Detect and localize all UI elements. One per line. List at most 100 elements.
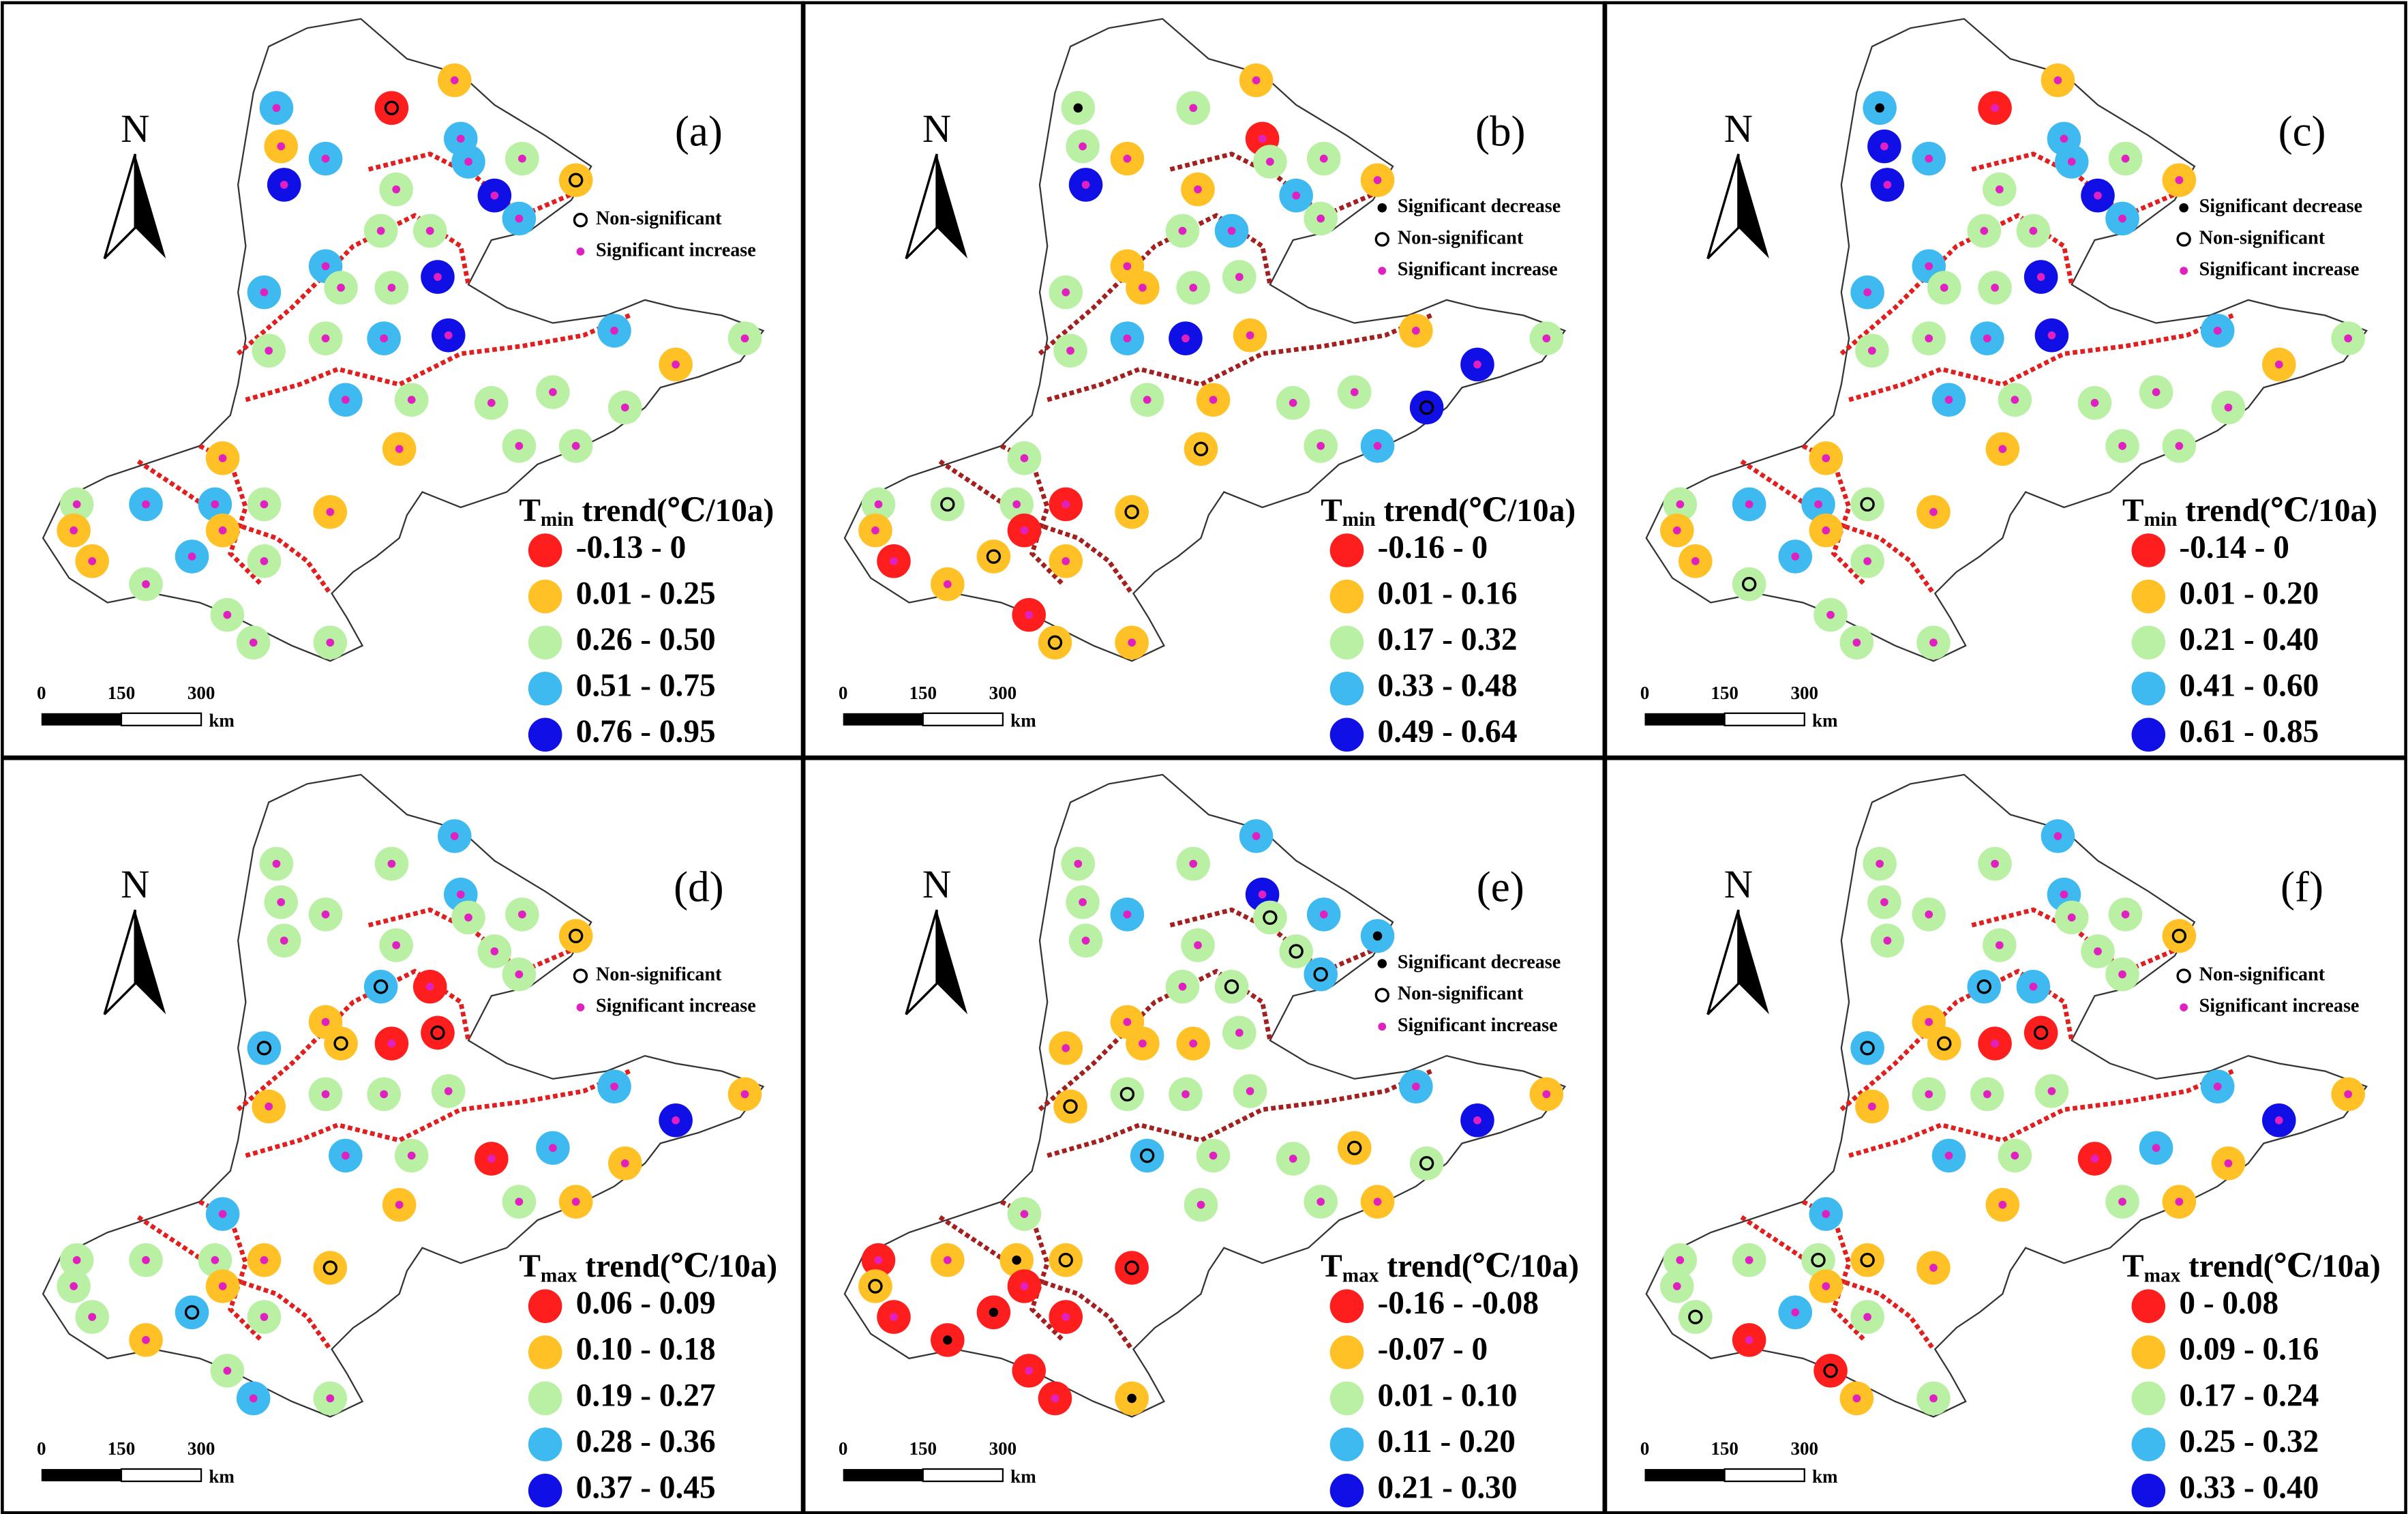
- sig-increase-dot: [1128, 638, 1136, 647]
- panel-label: (f): [2281, 863, 2323, 911]
- non-sig-ring: [1419, 400, 1434, 415]
- sig-increase-dot: [395, 445, 404, 454]
- legend-item: -0.13 - 0: [576, 530, 687, 565]
- panel: N (e) Significant decrease Non-significant S…: [802, 756, 1606, 1514]
- sig-label: Significant increase: [1398, 259, 1558, 280]
- sig-increase-dot: [2047, 1087, 2056, 1095]
- non-sig-ring: [1193, 441, 1209, 457]
- sig-increase-dot: [1252, 76, 1261, 85]
- sig-increase-dot: [487, 1155, 496, 1163]
- sig-increase-dot: [1944, 396, 1953, 404]
- legend-swatch: [1329, 717, 1364, 752]
- sig-key: [1377, 959, 1387, 968]
- legend-swatch: [528, 625, 562, 659]
- legend-item: 0.01 - 0.10: [1378, 1378, 1518, 1413]
- station: [558, 163, 593, 197]
- sig-increase-dot: [2152, 1144, 2161, 1153]
- north-arrow: [1738, 153, 1769, 259]
- sig-increase-dot: [1189, 283, 1198, 292]
- sig-increase-dot: [2213, 1082, 2222, 1091]
- non-sig-ring: [2033, 1025, 2049, 1041]
- sig-increase-dot: [1074, 859, 1083, 868]
- boundary: [136, 1215, 333, 1351]
- sig-increase-dot: [2053, 76, 2062, 85]
- sig-increase-dot: [1983, 334, 1991, 343]
- legend-subscript: max: [541, 1264, 577, 1286]
- sig-increase-dot: [223, 610, 232, 619]
- station: [1184, 432, 1218, 466]
- sig-increase-dot: [1081, 181, 1090, 189]
- legend-item: 0.09 - 0.16: [2179, 1332, 2319, 1367]
- panel-label: (b): [1475, 107, 1526, 155]
- legend-symbol: T: [2122, 1249, 2144, 1284]
- station: [1850, 1243, 1884, 1277]
- sig-increase-dot: [450, 832, 459, 840]
- sig-increase-dot: [1194, 185, 1202, 194]
- station: [1850, 1031, 1884, 1065]
- sig-increase-dot: [1319, 910, 1328, 919]
- legend-item: 0.01 - 0.25: [576, 576, 716, 611]
- sig-increase-dot: [1473, 1116, 1481, 1125]
- scale-tick-label: 150: [108, 683, 136, 703]
- non-sig-ring: [333, 1036, 348, 1051]
- sig-increase-dot: [1672, 526, 1681, 535]
- north-arrow: [103, 153, 136, 260]
- station: [1337, 1131, 1372, 1166]
- non-sig-ring: [1347, 1140, 1362, 1155]
- non-sig-ring: [373, 979, 389, 994]
- sig-increase-dot: [1929, 638, 1938, 647]
- sig-increase-dot: [1123, 334, 1132, 343]
- sig-increase-dot: [88, 556, 97, 565]
- sig-increase-dot: [223, 1367, 232, 1375]
- boundary: [1971, 151, 2180, 218]
- non-sig-ring: [940, 496, 955, 512]
- sig-key: [1378, 267, 1387, 275]
- sig-increase-dot: [2152, 388, 2161, 396]
- legend-subscript: min: [541, 509, 574, 531]
- sig-decrease-dot: [989, 1307, 999, 1318]
- sig-increase-dot: [444, 331, 453, 340]
- sig-decrease-dot: [943, 1335, 952, 1345]
- legend-item: 0.26 - 0.50: [576, 622, 716, 657]
- sig-increase-dot: [1925, 262, 1933, 271]
- sig-increase-dot: [2175, 1198, 2184, 1206]
- non-sig-ring: [1263, 910, 1278, 925]
- station: [1130, 1138, 1164, 1173]
- sig-increase-dot: [1411, 1082, 1420, 1091]
- sig-increase-dot: [280, 181, 288, 189]
- scale-tick-label: 0: [839, 683, 848, 703]
- non-sig-ring: [1976, 979, 1991, 994]
- legend-item: 0.76 - 0.95: [576, 714, 716, 749]
- sig-increase-dot: [1350, 388, 1359, 396]
- panel-border: [1604, 756, 2407, 1514]
- sig-increase-dot: [2029, 982, 2038, 991]
- legend-swatch: [1329, 1381, 1364, 1416]
- sig-label: Significant decrease: [2199, 196, 2362, 217]
- sig-increase-dot: [1863, 288, 1871, 297]
- sig-key: [573, 213, 588, 228]
- sig-increase-dot: [464, 158, 472, 166]
- sig-increase-dot: [1995, 941, 2004, 949]
- sig-increase-dot: [1319, 154, 1328, 163]
- sig-increase-dot: [1925, 334, 1933, 343]
- sig-key: [2176, 968, 2191, 983]
- legend-swatch: [2131, 671, 2166, 706]
- sig-increase-dot: [2344, 1090, 2353, 1099]
- sig-increase-dot: [321, 1090, 330, 1099]
- sig-increase-dot: [380, 334, 388, 343]
- sig-increase-dot: [740, 334, 749, 343]
- sig-increase-dot: [943, 1256, 952, 1264]
- sig-increase-dot: [1944, 1151, 1953, 1160]
- north-arrow: [1706, 153, 1740, 260]
- station: [858, 1269, 892, 1303]
- sig-increase-dot: [1062, 1313, 1070, 1321]
- boundary: [1169, 907, 1379, 975]
- sig-increase-dot: [1373, 442, 1382, 450]
- station: [1110, 1077, 1145, 1112]
- non-sig-ring: [1419, 1156, 1434, 1171]
- boundary: [1000, 1200, 1065, 1342]
- station: [1049, 1243, 1083, 1277]
- sig-increase-dot: [277, 142, 286, 151]
- sig-increase-dot: [249, 638, 258, 647]
- sig-increase-dot: [1079, 142, 1087, 151]
